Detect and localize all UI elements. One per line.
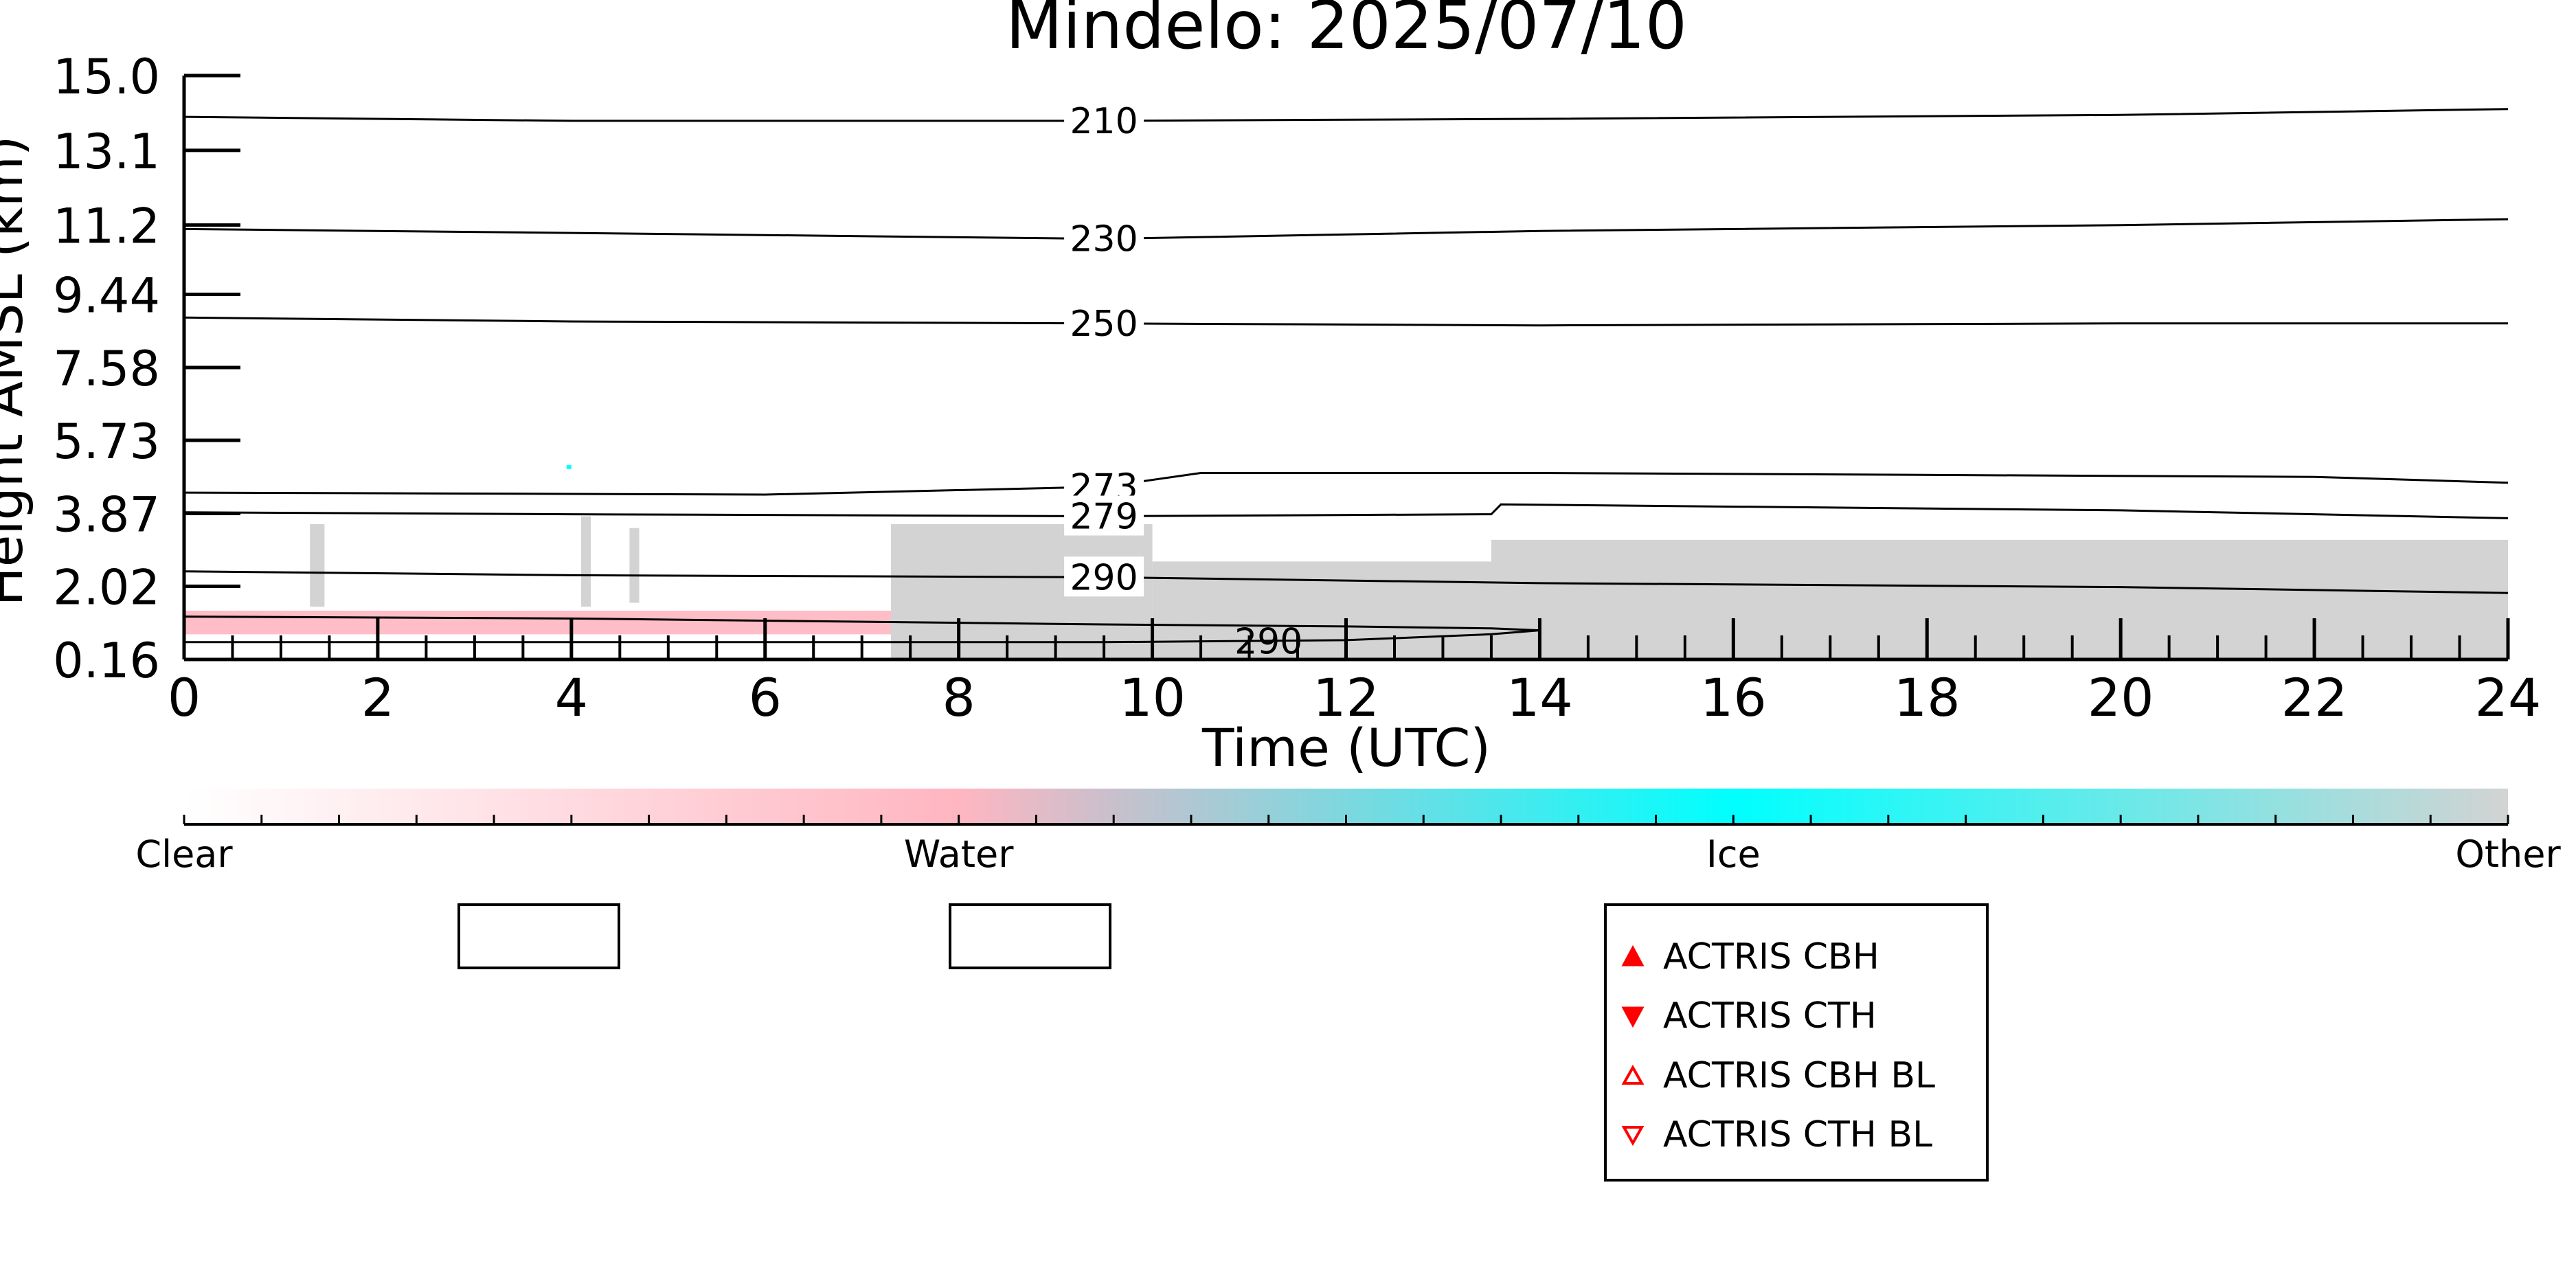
temperature-contour [184, 503, 2508, 519]
class-region [1152, 561, 1491, 659]
contour-label-bg [1064, 556, 1144, 597]
triangle-down-filled-icon [1621, 1006, 1645, 1028]
temperature-contour [184, 316, 2508, 327]
colorbar: Clear Water Ice Other [135, 789, 2561, 876]
empty-legend-box-1 [457, 903, 620, 969]
legend-item-cth: ACTRIS CTH [1620, 992, 1877, 1040]
y-tick-label: 0.16 [53, 633, 160, 689]
y-tick-label: 2.02 [53, 559, 160, 615]
legend: ACTRIS CBH ACTRIS CTH ACTRIS CBH BL ACTR… [1604, 903, 1989, 1182]
colorbar-label: Ice [1706, 833, 1761, 876]
colorbar-label: Other [2455, 833, 2561, 876]
x-tick-label: 12 [1313, 667, 1379, 728]
class-region [566, 465, 572, 469]
y-tick-label: 3.87 [53, 487, 160, 543]
contour-label: 230 [1070, 219, 1138, 260]
colorbar-label: Clear [135, 833, 233, 876]
legend-item-cbh-bl: ACTRIS CBH BL [1620, 1052, 1935, 1100]
contour-label: 290 [1070, 557, 1138, 598]
class-region [1491, 539, 2508, 659]
class-region [629, 528, 640, 603]
triangle-up-open-icon [1621, 1064, 1645, 1085]
colorbar-label: Water [904, 833, 1014, 876]
y-tick-label: 11.2 [53, 199, 160, 255]
x-tick-label: 8 [942, 667, 975, 728]
chart-title: Mindelo: 2025/07/10 [1006, 0, 1687, 64]
legend-item-cbh: ACTRIS CBH [1620, 933, 1879, 981]
x-tick-label: 14 [1506, 667, 1573, 728]
contour-label-bg [1064, 495, 1144, 536]
legend-label: ACTRIS CBH [1663, 936, 1879, 978]
y-tick-label: 7.58 [53, 341, 160, 397]
x-tick-label: 22 [2281, 667, 2348, 728]
contour-label: 279 [1070, 497, 1138, 538]
temperature-contour [184, 570, 2508, 594]
legend-label: ACTRIS CBH BL [1663, 1055, 1935, 1096]
y-tick-label: 13.1 [53, 124, 160, 180]
x-axis-label: Time (UTC) [1201, 717, 1491, 778]
y-tick-label: 5.73 [53, 414, 160, 470]
x-tick-label: 10 [1119, 667, 1186, 728]
empty-legend-box-2 [949, 903, 1111, 969]
temperature-contour [184, 218, 2508, 240]
x-tick-label: 16 [1700, 667, 1767, 728]
temperature-contour [184, 108, 2508, 122]
y-tick-label: 9.44 [53, 267, 160, 324]
contour-label: 290 [1234, 622, 1302, 663]
legend-label: ACTRIS CTH [1663, 995, 1877, 1037]
contour-label: 210 [1070, 101, 1138, 142]
contour-label-bg [1064, 302, 1144, 343]
x-tick-label: 4 [555, 667, 588, 728]
contour-label-bg [1064, 100, 1144, 140]
x-tick-label: 20 [2088, 667, 2154, 728]
triangle-up-filled-icon [1621, 945, 1645, 967]
temperature-contour [184, 472, 2508, 496]
legend-item-cth-bl: ACTRIS CTH BL [1620, 1111, 1932, 1159]
triangle-down-open-icon [1621, 1126, 1645, 1146]
class-region [580, 516, 591, 607]
x-tick-label: 24 [2475, 667, 2542, 728]
contour-label: 250 [1070, 304, 1138, 345]
y-tick-label: 15.0 [53, 49, 160, 105]
x-tick-label: 6 [749, 667, 782, 728]
legend-label: ACTRIS CTH BL [1663, 1114, 1933, 1155]
x-tick-label: 2 [361, 667, 394, 728]
contour-label-bg [1064, 218, 1144, 258]
y-axis-label: Height AMSL (km) [0, 135, 34, 606]
x-tick-label: 0 [168, 667, 201, 728]
class-region [310, 523, 325, 607]
x-tick-label: 18 [1894, 667, 1961, 728]
